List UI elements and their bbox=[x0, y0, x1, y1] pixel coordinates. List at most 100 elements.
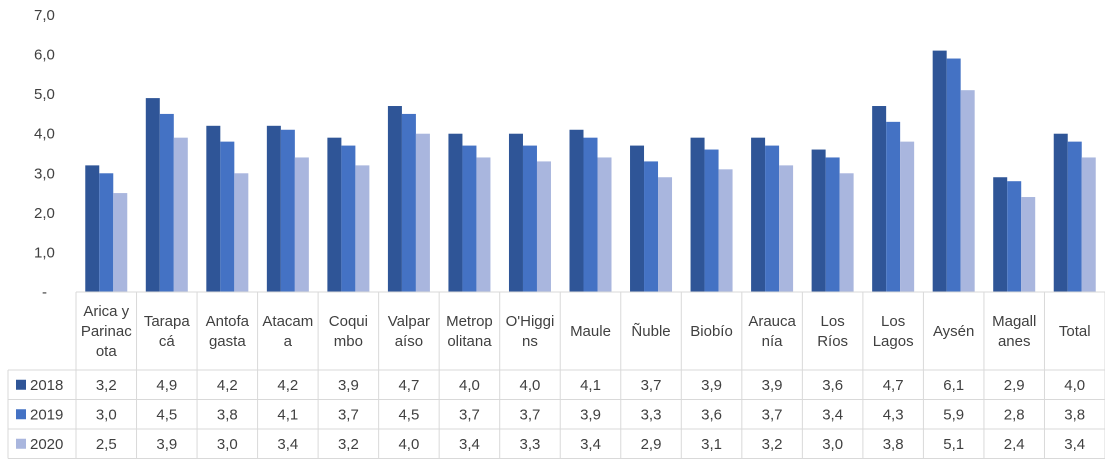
category-label: Arauca bbox=[748, 313, 796, 330]
data-label: 3,4 bbox=[580, 436, 601, 453]
bar-2018 bbox=[448, 133, 463, 292]
data-label: 6,1 bbox=[943, 377, 964, 394]
data-label: 4,1 bbox=[277, 406, 298, 423]
category-label: ns bbox=[522, 333, 538, 350]
bar-2018 bbox=[993, 177, 1008, 292]
bar-2019 bbox=[886, 121, 901, 292]
bar-2018 bbox=[327, 137, 342, 292]
data-table: Arica y Parinac ota Tarapa cá Antofa gasta Atac… bbox=[7, 291, 1105, 459]
bar-2019 bbox=[99, 173, 114, 292]
category-label: a bbox=[284, 333, 293, 350]
data-label: 3,8 bbox=[217, 406, 238, 423]
data-label: 4,2 bbox=[217, 377, 238, 394]
data-label: 3,2 bbox=[338, 436, 359, 453]
data-label: 3,7 bbox=[338, 406, 359, 423]
data-label: 3,7 bbox=[520, 406, 541, 423]
category-label: Biobío bbox=[690, 323, 733, 340]
data-label: 4,0 bbox=[398, 436, 419, 453]
category-label: gasta bbox=[209, 333, 246, 350]
bar-2018 bbox=[387, 106, 402, 292]
data-label: 3,6 bbox=[822, 377, 843, 394]
data-label: 4,7 bbox=[398, 377, 419, 394]
category-label: Metrop bbox=[446, 313, 493, 330]
bar-2019 bbox=[341, 145, 356, 292]
data-label: 2,9 bbox=[1004, 377, 1025, 394]
bar-2019 bbox=[765, 145, 780, 292]
data-label: 4,3 bbox=[883, 406, 904, 423]
data-label: 3,0 bbox=[217, 436, 238, 453]
bar-2019 bbox=[220, 141, 235, 292]
bar-2019 bbox=[522, 145, 537, 292]
category-label: Valpar bbox=[388, 313, 430, 330]
data-label: 3,3 bbox=[641, 406, 662, 423]
bar-2018 bbox=[811, 149, 826, 292]
data-label: 3,2 bbox=[762, 436, 783, 453]
data-label: 3,9 bbox=[338, 377, 359, 394]
category-label: Parinac bbox=[81, 323, 132, 340]
data-label: 3,0 bbox=[96, 406, 117, 423]
category-label: Lagos bbox=[873, 333, 914, 350]
bar-2018 bbox=[1053, 133, 1068, 292]
data-label: 3,7 bbox=[762, 406, 783, 423]
bar-2020 bbox=[173, 137, 188, 292]
category-label: Los bbox=[881, 313, 905, 330]
data-label: 2,8 bbox=[1004, 406, 1025, 423]
bar-2018 bbox=[508, 133, 523, 292]
data-label: 3,4 bbox=[1064, 436, 1085, 453]
category-label: Ñuble bbox=[631, 323, 670, 340]
category-label: nía bbox=[762, 333, 784, 350]
category-label: Tarapa bbox=[144, 313, 191, 330]
bar-2019 bbox=[946, 58, 961, 293]
series-label: 2019 bbox=[30, 406, 63, 423]
category-label: Los bbox=[821, 313, 845, 330]
bar-2019 bbox=[583, 137, 598, 292]
category-label: Antofa bbox=[206, 313, 250, 330]
bar-2019 bbox=[704, 149, 719, 292]
bar-2019 bbox=[159, 113, 174, 292]
data-label: 4,9 bbox=[156, 377, 177, 394]
data-label: 4,0 bbox=[1064, 377, 1085, 394]
legend-key-2020 bbox=[16, 438, 26, 449]
data-label: 4,7 bbox=[883, 377, 904, 394]
y-tick-label: 1,0 bbox=[34, 244, 55, 261]
legend-key-2018 bbox=[16, 379, 26, 390]
bar-2020 bbox=[234, 173, 249, 292]
y-tick-label: 3,0 bbox=[34, 165, 55, 182]
y-axis: - 1,0 2,0 3,0 4,0 5,0 6,0 7,0 bbox=[34, 7, 55, 301]
data-label: 4,5 bbox=[398, 406, 419, 423]
data-label: 2,9 bbox=[641, 436, 662, 453]
bar-2020 bbox=[900, 141, 915, 292]
bar-2019 bbox=[825, 157, 840, 292]
y-tick-label: 7,0 bbox=[34, 7, 55, 24]
bar-2019 bbox=[1007, 181, 1022, 292]
category-label: O'Higgi bbox=[506, 313, 555, 330]
y-tick-label: 4,0 bbox=[34, 126, 55, 143]
bar-2020 bbox=[476, 157, 491, 292]
category-label: cá bbox=[159, 333, 176, 350]
bar-2020 bbox=[960, 90, 975, 292]
bar-2020 bbox=[536, 161, 551, 292]
data-label: 3,9 bbox=[762, 377, 783, 394]
data-label: 4,5 bbox=[156, 406, 177, 423]
bar-2019 bbox=[401, 113, 416, 292]
bar-2020 bbox=[415, 133, 430, 292]
category-label: Aysén bbox=[933, 323, 974, 340]
bar-2020 bbox=[355, 165, 370, 292]
bar-2018 bbox=[85, 165, 100, 292]
bar-2020 bbox=[113, 193, 128, 292]
y-tick-label: 5,0 bbox=[34, 86, 55, 103]
category-label: Maule bbox=[570, 323, 611, 340]
category-label: Atacam bbox=[262, 313, 313, 330]
data-label: 5,1 bbox=[943, 436, 964, 453]
data-label: 4,1 bbox=[580, 377, 601, 394]
category-label: Ríos bbox=[817, 333, 848, 350]
data-label: 3,2 bbox=[96, 377, 117, 394]
data-label: 3,0 bbox=[822, 436, 843, 453]
category-label: anes bbox=[998, 333, 1031, 350]
data-label: 3,3 bbox=[520, 436, 541, 453]
data-label: 3,8 bbox=[1064, 406, 1085, 423]
legend-key-2019 bbox=[16, 409, 26, 420]
category-label: aíso bbox=[395, 333, 423, 350]
series-label: 2018 bbox=[30, 377, 63, 394]
